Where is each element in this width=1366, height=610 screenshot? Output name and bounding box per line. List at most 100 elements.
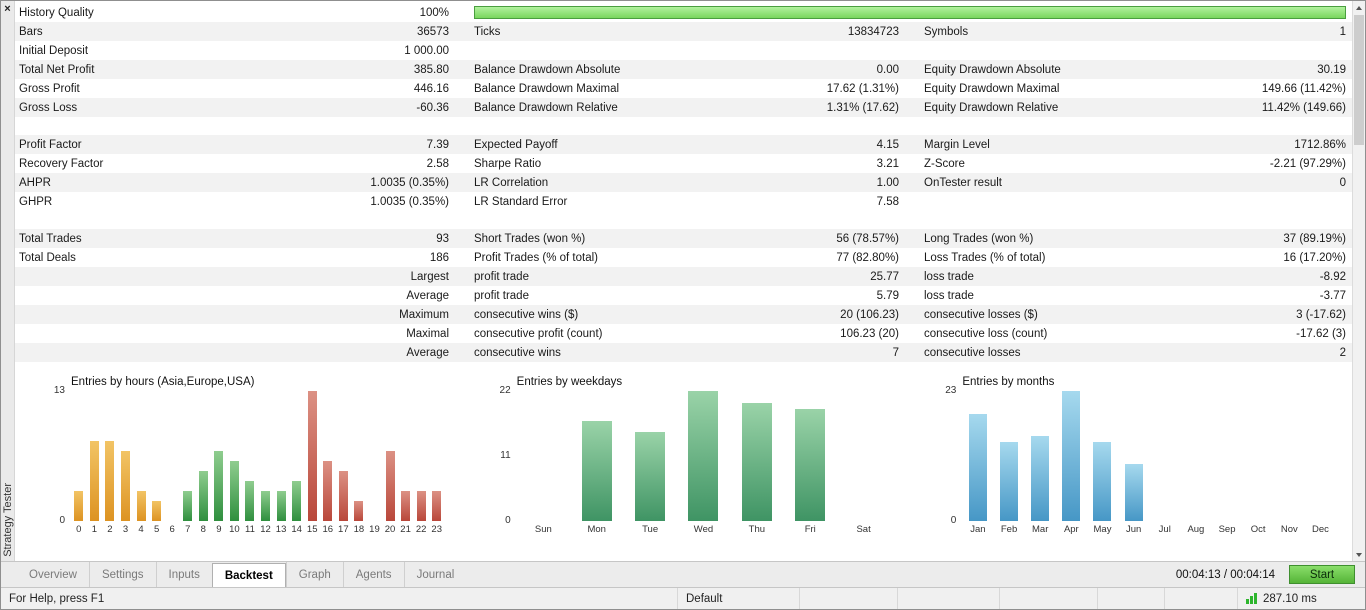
chart-y-axis: 13 0 (45, 385, 71, 526)
bar-Jun (1124, 464, 1143, 521)
bar-slot (1149, 391, 1180, 521)
bar-Mar (1031, 436, 1050, 521)
bar-15 (307, 391, 317, 521)
bar-slot (180, 391, 196, 521)
bar-slot (413, 391, 429, 521)
charts-area: Entries by hours (Asia,Europe,USA) 13 0 0 1 2… (15, 362, 1352, 535)
stat-value: 77 (82.80%) (836, 251, 899, 264)
stat-label: Total Net Profit (19, 63, 95, 76)
bar-slot (304, 391, 320, 521)
stat-value: 25.77 (870, 270, 899, 283)
scrollbar-thumb[interactable] (1354, 15, 1364, 145)
chart-x-axis: Jan Feb Mar Apr May Jun Jul Aug Sep Oct Nov Dec (962, 524, 1336, 535)
bar-slot (242, 391, 258, 521)
tab-agents[interactable]: Agents (342, 562, 404, 587)
stat-cell: profit trade 5.79 (474, 290, 899, 302)
bar-slot (87, 391, 103, 521)
stat-value: 11.42% (149.66) (1261, 101, 1346, 114)
stats-row: Profit Factor 7.39 Expected Payoff 4.15 Marg… (15, 135, 1352, 154)
stat-value: 20 (106.23) (840, 308, 899, 321)
tab-inputs[interactable]: Inputs (155, 562, 212, 587)
tab-graph[interactable]: Graph (285, 562, 343, 587)
stats-row: Maximal consecutive profit (count) 106.23 … (15, 324, 1352, 343)
bar-slot (570, 391, 623, 521)
vertical-scrollbar[interactable] (1352, 1, 1365, 561)
bar-0 (74, 491, 84, 521)
x-tick-label: 15 (306, 524, 318, 535)
stat-value: 4.15 (876, 138, 899, 151)
stat-cell: Gross Loss -60.36 (19, 102, 449, 114)
scroll-up-icon[interactable] (1353, 1, 1365, 14)
stat-value: Largest (410, 270, 449, 283)
stat-label: Total Trades (19, 232, 82, 245)
y-tick-label: 0 (505, 515, 511, 526)
stat-label: consecutive losses (924, 346, 1021, 359)
bar-slot (1243, 391, 1274, 521)
bar-20 (385, 451, 395, 521)
bar-Fri (795, 409, 826, 521)
backtest-report: × Strategy Tester History Quality 100% Bar… (1, 1, 1365, 561)
x-tick-label: 16 (322, 524, 334, 535)
stat-value: Average (406, 346, 449, 359)
x-tick-label: 9 (216, 524, 222, 535)
x-tick-label: 14 (291, 524, 302, 535)
stat-cell: Margin Level 1712.86% (924, 139, 1346, 151)
start-button[interactable]: Start (1289, 565, 1355, 584)
tab-journal[interactable]: Journal (403, 562, 467, 587)
bar-14 (292, 481, 302, 521)
chart-entries-by-weekdays: Entries by weekdays 22 11 0 Sun Mon Tue Wed Thu F… (491, 376, 891, 535)
status-bar: For Help, press F1 Default 287.10 ms (1, 587, 1365, 609)
chart-entries-by-hours: Entries by hours (Asia,Europe,USA) 13 0 0 1 2… (45, 376, 445, 535)
stat-cell: Initial Deposit 1 000.00 (19, 45, 449, 57)
x-tick-label: 18 (353, 524, 365, 535)
stat-cell: Profit Trades (% of total) 77 (82.80%) (474, 252, 899, 264)
bar-21 (401, 491, 411, 521)
bar-slot (1211, 391, 1242, 521)
stat-label: Equity Drawdown Absolute (924, 63, 1061, 76)
stat-label: loss trade (924, 289, 974, 302)
bar-Jan (968, 414, 987, 521)
stat-value: 2.58 (426, 157, 449, 170)
stat-value: 1.00 (876, 176, 899, 189)
x-tick-label: Apr (1063, 524, 1079, 535)
bar-slot (273, 391, 289, 521)
stats-row: GHPR 1.0035 (0.35%) LR Standard Error 7.58 (15, 192, 1352, 211)
bar-slot (102, 391, 118, 521)
stat-value: 2 (1339, 346, 1346, 359)
bar-slot (1056, 391, 1087, 521)
bar-slot (320, 391, 336, 521)
stat-label: GHPR (19, 195, 53, 208)
stat-label: Bars (19, 25, 43, 38)
stat-value: 37 (89.19%) (1283, 232, 1346, 245)
y-tick-label: 23 (945, 385, 957, 396)
tab-overview[interactable]: Overview (29, 568, 77, 581)
bar-slot (133, 391, 149, 521)
stat-cell: History Quality 100% (19, 7, 449, 19)
scroll-down-icon[interactable] (1353, 548, 1365, 561)
profile-cell[interactable]: Default (677, 588, 799, 609)
stat-cell: consecutive losses ($) 3 (-17.62) (924, 309, 1346, 321)
y-tick-label: 0 (950, 515, 957, 526)
tab-settings[interactable]: Settings (88, 562, 156, 587)
chart-y-axis: 23 0 (936, 385, 962, 526)
bar-slot (1180, 391, 1211, 521)
x-tick-label: Aug (1187, 524, 1205, 535)
tab-backtest[interactable]: Backtest (211, 563, 286, 587)
chart-x-axis: Sun Mon Tue Wed Thu Fri Sat (517, 524, 891, 535)
bar-slot (336, 391, 352, 521)
bar-slot (1087, 391, 1118, 521)
x-tick-label: 13 (275, 524, 287, 535)
stat-value: 16 (17.20%) (1283, 251, 1346, 264)
close-icon[interactable]: × (4, 3, 11, 15)
stat-value: 36573 (417, 25, 449, 38)
x-tick-label: Nov (1280, 524, 1298, 535)
connection-cell: 287.10 ms (1237, 588, 1365, 609)
status-cell (1164, 588, 1237, 609)
bar-slot (164, 391, 180, 521)
chart-x-axis: 0 1 2 3 4 5 6 7 8 9 10 11 12 13 14 15 16 17 18 19 20 21 22 23 (71, 524, 445, 535)
x-tick-label: Jul (1158, 524, 1171, 535)
stat-cell: Balance Drawdown Absolute 0.00 (474, 64, 899, 76)
bar-slot (730, 391, 783, 521)
stat-label: Expected Payoff (474, 138, 558, 151)
stat-label: Sharpe Ratio (474, 157, 542, 170)
